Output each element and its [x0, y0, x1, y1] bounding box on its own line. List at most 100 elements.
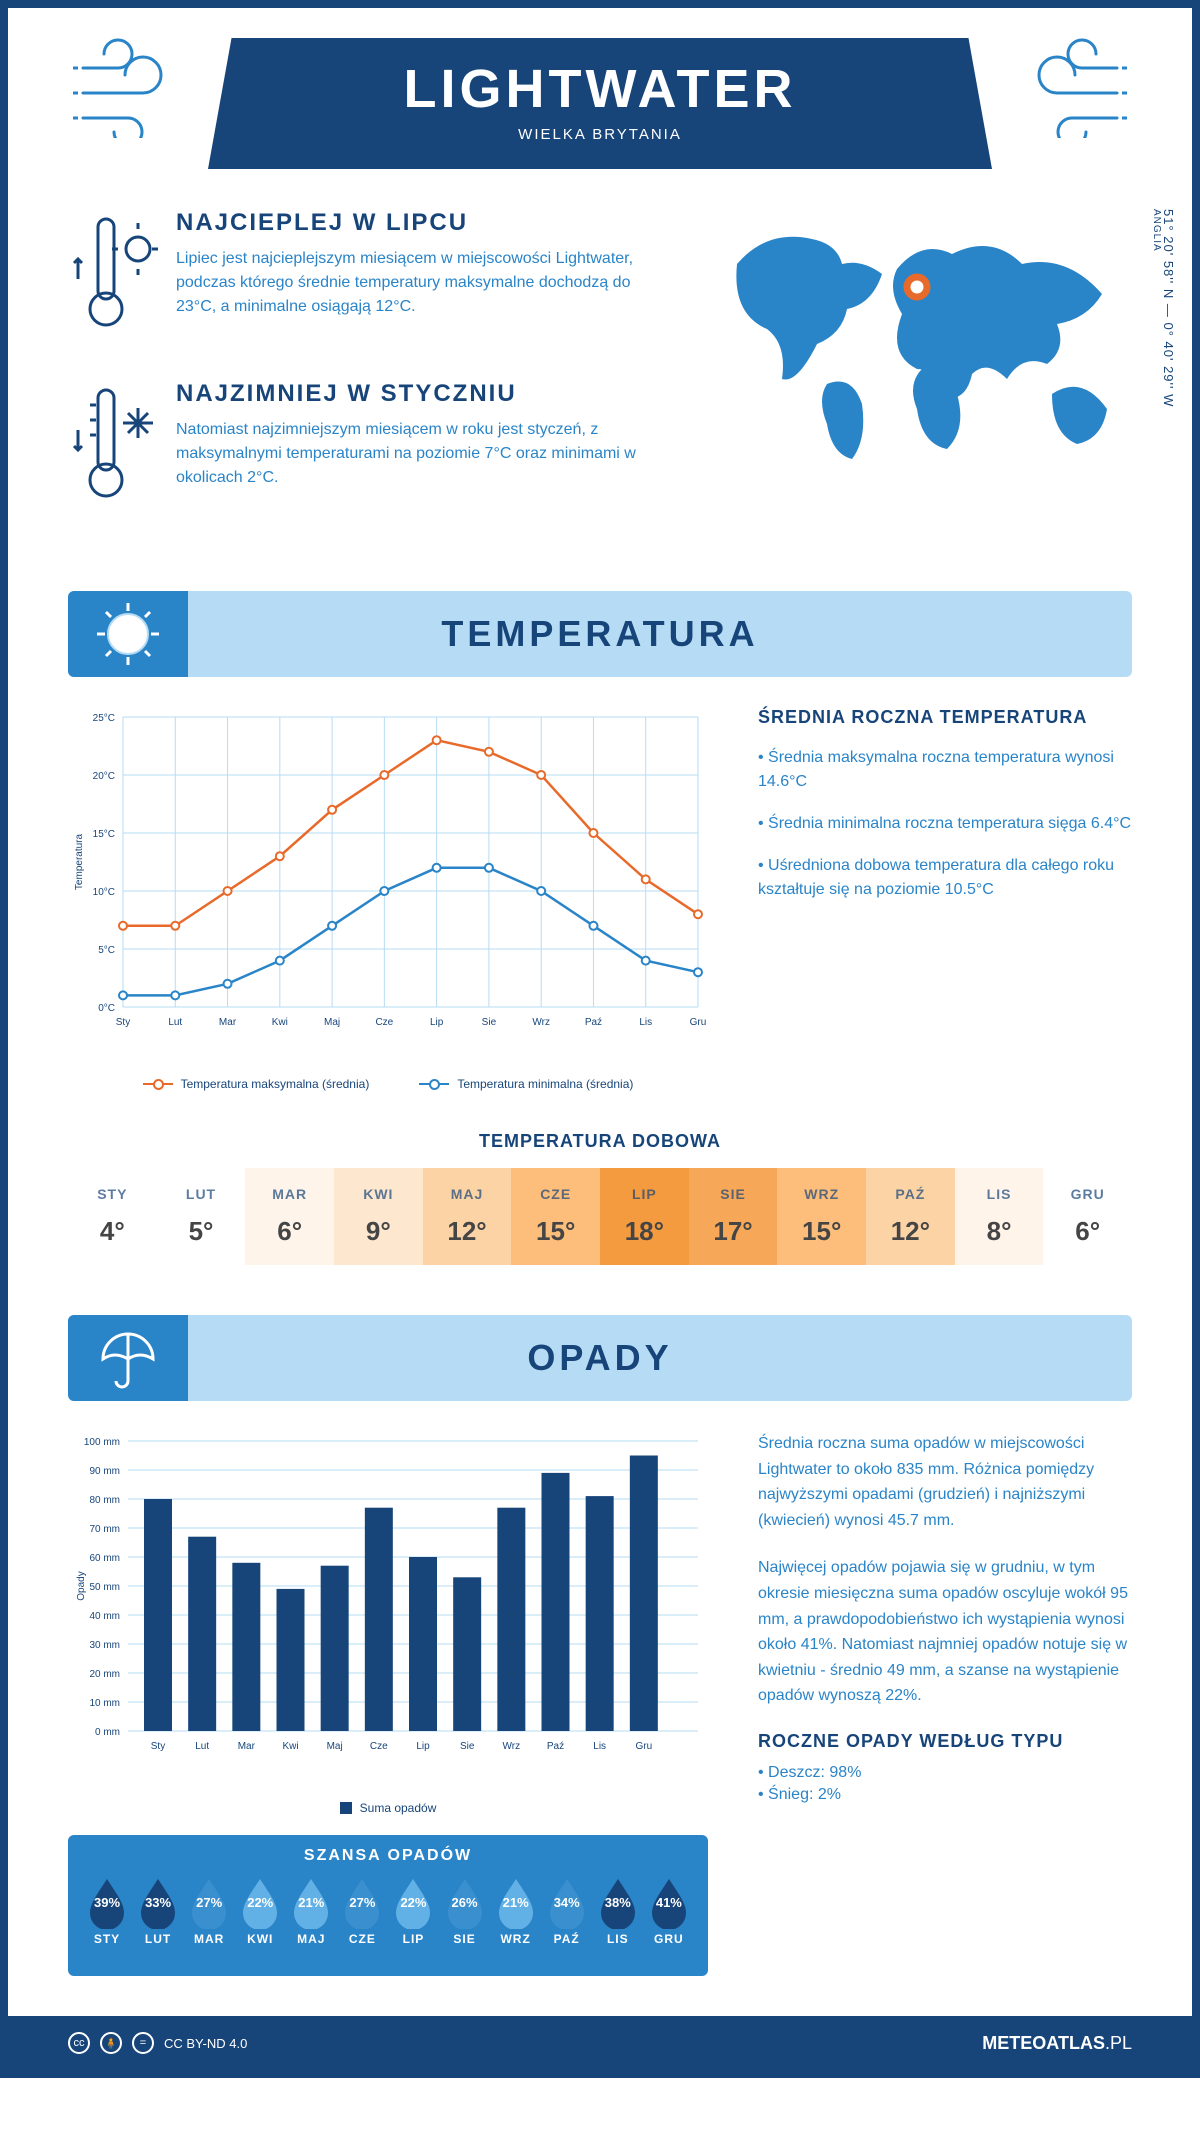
license-text: CC BY-ND 4.0 — [164, 2036, 247, 2051]
coordinates: 51° 20' 58'' N — 0° 40' 29'' W — [1161, 209, 1176, 407]
daily-cell: MAR6° — [245, 1168, 334, 1265]
rain-drop: 21%WRZ — [495, 1875, 537, 1962]
rain-drop: 26%SIE — [444, 1875, 486, 1962]
thermometer-hot-icon — [68, 209, 158, 344]
svg-text:Wrz: Wrz — [532, 1017, 550, 1028]
svg-text:Mar: Mar — [219, 1017, 237, 1028]
daily-cell: KWI9° — [334, 1168, 423, 1265]
fact-cold-text: Natomiast najzimniejszym miesiącem w rok… — [176, 418, 672, 490]
svg-text:Lut: Lut — [195, 1741, 209, 1752]
world-map: 51° 20' 58'' N — 0° 40' 29'' W ANGLIA — [712, 209, 1132, 551]
precip-type-bullets: Deszcz: 98%Śnieg: 2% — [758, 1764, 1132, 1804]
rain-drop: 22%LIP — [392, 1875, 434, 1962]
svg-text:100 mm: 100 mm — [84, 1437, 120, 1448]
svg-text:Wrz: Wrz — [503, 1741, 521, 1752]
svg-text:60 mm: 60 mm — [89, 1553, 120, 1564]
precip-title: OPADY — [527, 1337, 672, 1379]
svg-text:Kwi: Kwi — [282, 1741, 298, 1752]
temperature-title: TEMPERATURA — [441, 613, 758, 655]
rain-chance-title: SZANSA OPADÓW — [86, 1847, 690, 1865]
svg-text:90 mm: 90 mm — [89, 1466, 120, 1477]
svg-text:10 mm: 10 mm — [89, 1698, 120, 1709]
rain-drop: 38%LIS — [597, 1875, 639, 1962]
svg-text:Lis: Lis — [639, 1017, 652, 1028]
temperature-chart: 0°C 5°C 10°C 15°C 20°C 25°C Sty Lut Mar Kwi Maj Cze… — [68, 707, 708, 1067]
svg-text:Lis: Lis — [593, 1741, 606, 1752]
svg-text:Gru: Gru — [690, 1017, 707, 1028]
thermometer-cold-icon — [68, 380, 158, 515]
svg-text:0°C: 0°C — [98, 1003, 115, 1014]
svg-text:Opady: Opady — [76, 1571, 87, 1600]
svg-text:Cze: Cze — [375, 1017, 393, 1028]
rain-drop: 21%MAJ — [290, 1875, 332, 1962]
fact-cold: NAJZIMNIEJ W STYCZNIU Natomiast najzimni… — [68, 380, 672, 515]
cc-icon: cc — [68, 2032, 90, 2054]
svg-text:Cze: Cze — [370, 1741, 388, 1752]
svg-text:Mar: Mar — [238, 1741, 256, 1752]
rain-chance-box: SZANSA OPADÓW 39%STY33%LUT27%MAR22%KWI21… — [68, 1835, 708, 1976]
fact-hot: NAJCIEPLEJ W LIPCU Lipiec jest najcieple… — [68, 209, 672, 344]
fact-hot-text: Lipiec jest najcieplejszym miesiącem w m… — [176, 247, 672, 319]
fact-hot-title: NAJCIEPLEJ W LIPCU — [176, 209, 672, 237]
daily-temp-title: TEMPERATURA DOBOWA — [68, 1131, 1132, 1152]
svg-text:Kwi: Kwi — [272, 1017, 288, 1028]
svg-text:5°C: 5°C — [98, 945, 115, 956]
svg-text:70 mm: 70 mm — [89, 1524, 120, 1535]
svg-text:Maj: Maj — [324, 1017, 340, 1028]
precip-chart: 0 mm 10 mm 20 mm 30 mm 40 mm 50 mm 60 mm 70 mm 8… — [68, 1431, 708, 1791]
svg-text:Temperatura: Temperatura — [74, 833, 85, 890]
fact-cold-title: NAJZIMNIEJ W STYCZNIU — [176, 380, 672, 408]
rain-drop: 41%GRU — [648, 1875, 690, 1962]
daily-cell: STY4° — [68, 1168, 157, 1265]
daily-cell: PAŹ12° — [866, 1168, 955, 1265]
svg-text:10°C: 10°C — [93, 887, 115, 898]
svg-text:Lut: Lut — [168, 1017, 182, 1028]
rain-drop: 22%KWI — [239, 1875, 281, 1962]
daily-cell: MAJ12° — [423, 1168, 512, 1265]
precip-text-1: Średnia roczna suma opadów w miejscowośc… — [758, 1431, 1132, 1533]
title-banner: LIGHTWATER WIELKA BRYTANIA — [208, 38, 992, 169]
rain-drop: 33%LUT — [137, 1875, 179, 1962]
svg-text:Sty: Sty — [116, 1017, 130, 1028]
svg-text:15°C: 15°C — [93, 829, 115, 840]
svg-text:Gru: Gru — [635, 1741, 652, 1752]
svg-text:Lip: Lip — [416, 1741, 430, 1752]
svg-text:50 mm: 50 mm — [89, 1582, 120, 1593]
svg-text:80 mm: 80 mm — [89, 1495, 120, 1506]
svg-text:25°C: 25°C — [93, 713, 115, 724]
umbrella-icon — [68, 1315, 188, 1401]
svg-text:Sty: Sty — [151, 1741, 165, 1752]
daily-cell: WRZ15° — [777, 1168, 866, 1265]
svg-text:Lip: Lip — [430, 1017, 444, 1028]
svg-text:Paź: Paź — [585, 1017, 602, 1028]
precip-section-header: OPADY — [68, 1315, 1132, 1401]
wind-icon — [68, 38, 188, 138]
svg-text:Maj: Maj — [327, 1741, 343, 1752]
rain-drop: 27%MAR — [188, 1875, 230, 1962]
rain-drop: 34%PAŹ — [546, 1875, 588, 1962]
svg-text:Sie: Sie — [482, 1017, 497, 1028]
precip-type-title: ROCZNE OPADY WEDŁUG TYPU — [758, 1731, 1132, 1752]
precip-text-2: Najwięcej opadów pojawia się w grudniu, … — [758, 1555, 1132, 1709]
svg-text:20°C: 20°C — [93, 771, 115, 782]
daily-temp-grid: STY4°LUT5°MAR6°KWI9°MAJ12°CZE15°LIP18°SI… — [68, 1168, 1132, 1265]
svg-text:20 mm: 20 mm — [89, 1669, 120, 1680]
temperature-legend: .swatch:nth-child(1)::after{border-color… — [68, 1077, 708, 1091]
daily-cell: LIS8° — [955, 1168, 1044, 1265]
daily-cell: GRU6° — [1043, 1168, 1132, 1265]
svg-text:Sie: Sie — [460, 1741, 475, 1752]
svg-text:40 mm: 40 mm — [89, 1611, 120, 1622]
region-label: ANGLIA — [1151, 209, 1162, 252]
svg-text:0 mm: 0 mm — [95, 1727, 120, 1738]
location-title: LIGHTWATER — [328, 58, 872, 120]
country: WIELKA BRYTANIA — [328, 126, 872, 143]
rain-drop: 27%CZE — [341, 1875, 383, 1962]
avg-temp-bullets: Średnia maksymalna roczna temperatura wy… — [758, 746, 1132, 902]
avg-temp-title: ŚREDNIA ROCZNA TEMPERATURA — [758, 707, 1132, 728]
temperature-section-header: TEMPERATURA — [68, 591, 1132, 677]
daily-cell: LIP18° — [600, 1168, 689, 1265]
nd-icon: = — [132, 2032, 154, 2054]
svg-text:30 mm: 30 mm — [89, 1640, 120, 1651]
daily-cell: LUT5° — [157, 1168, 246, 1265]
site-credit: METEOATLAS.PL — [982, 2033, 1132, 2054]
